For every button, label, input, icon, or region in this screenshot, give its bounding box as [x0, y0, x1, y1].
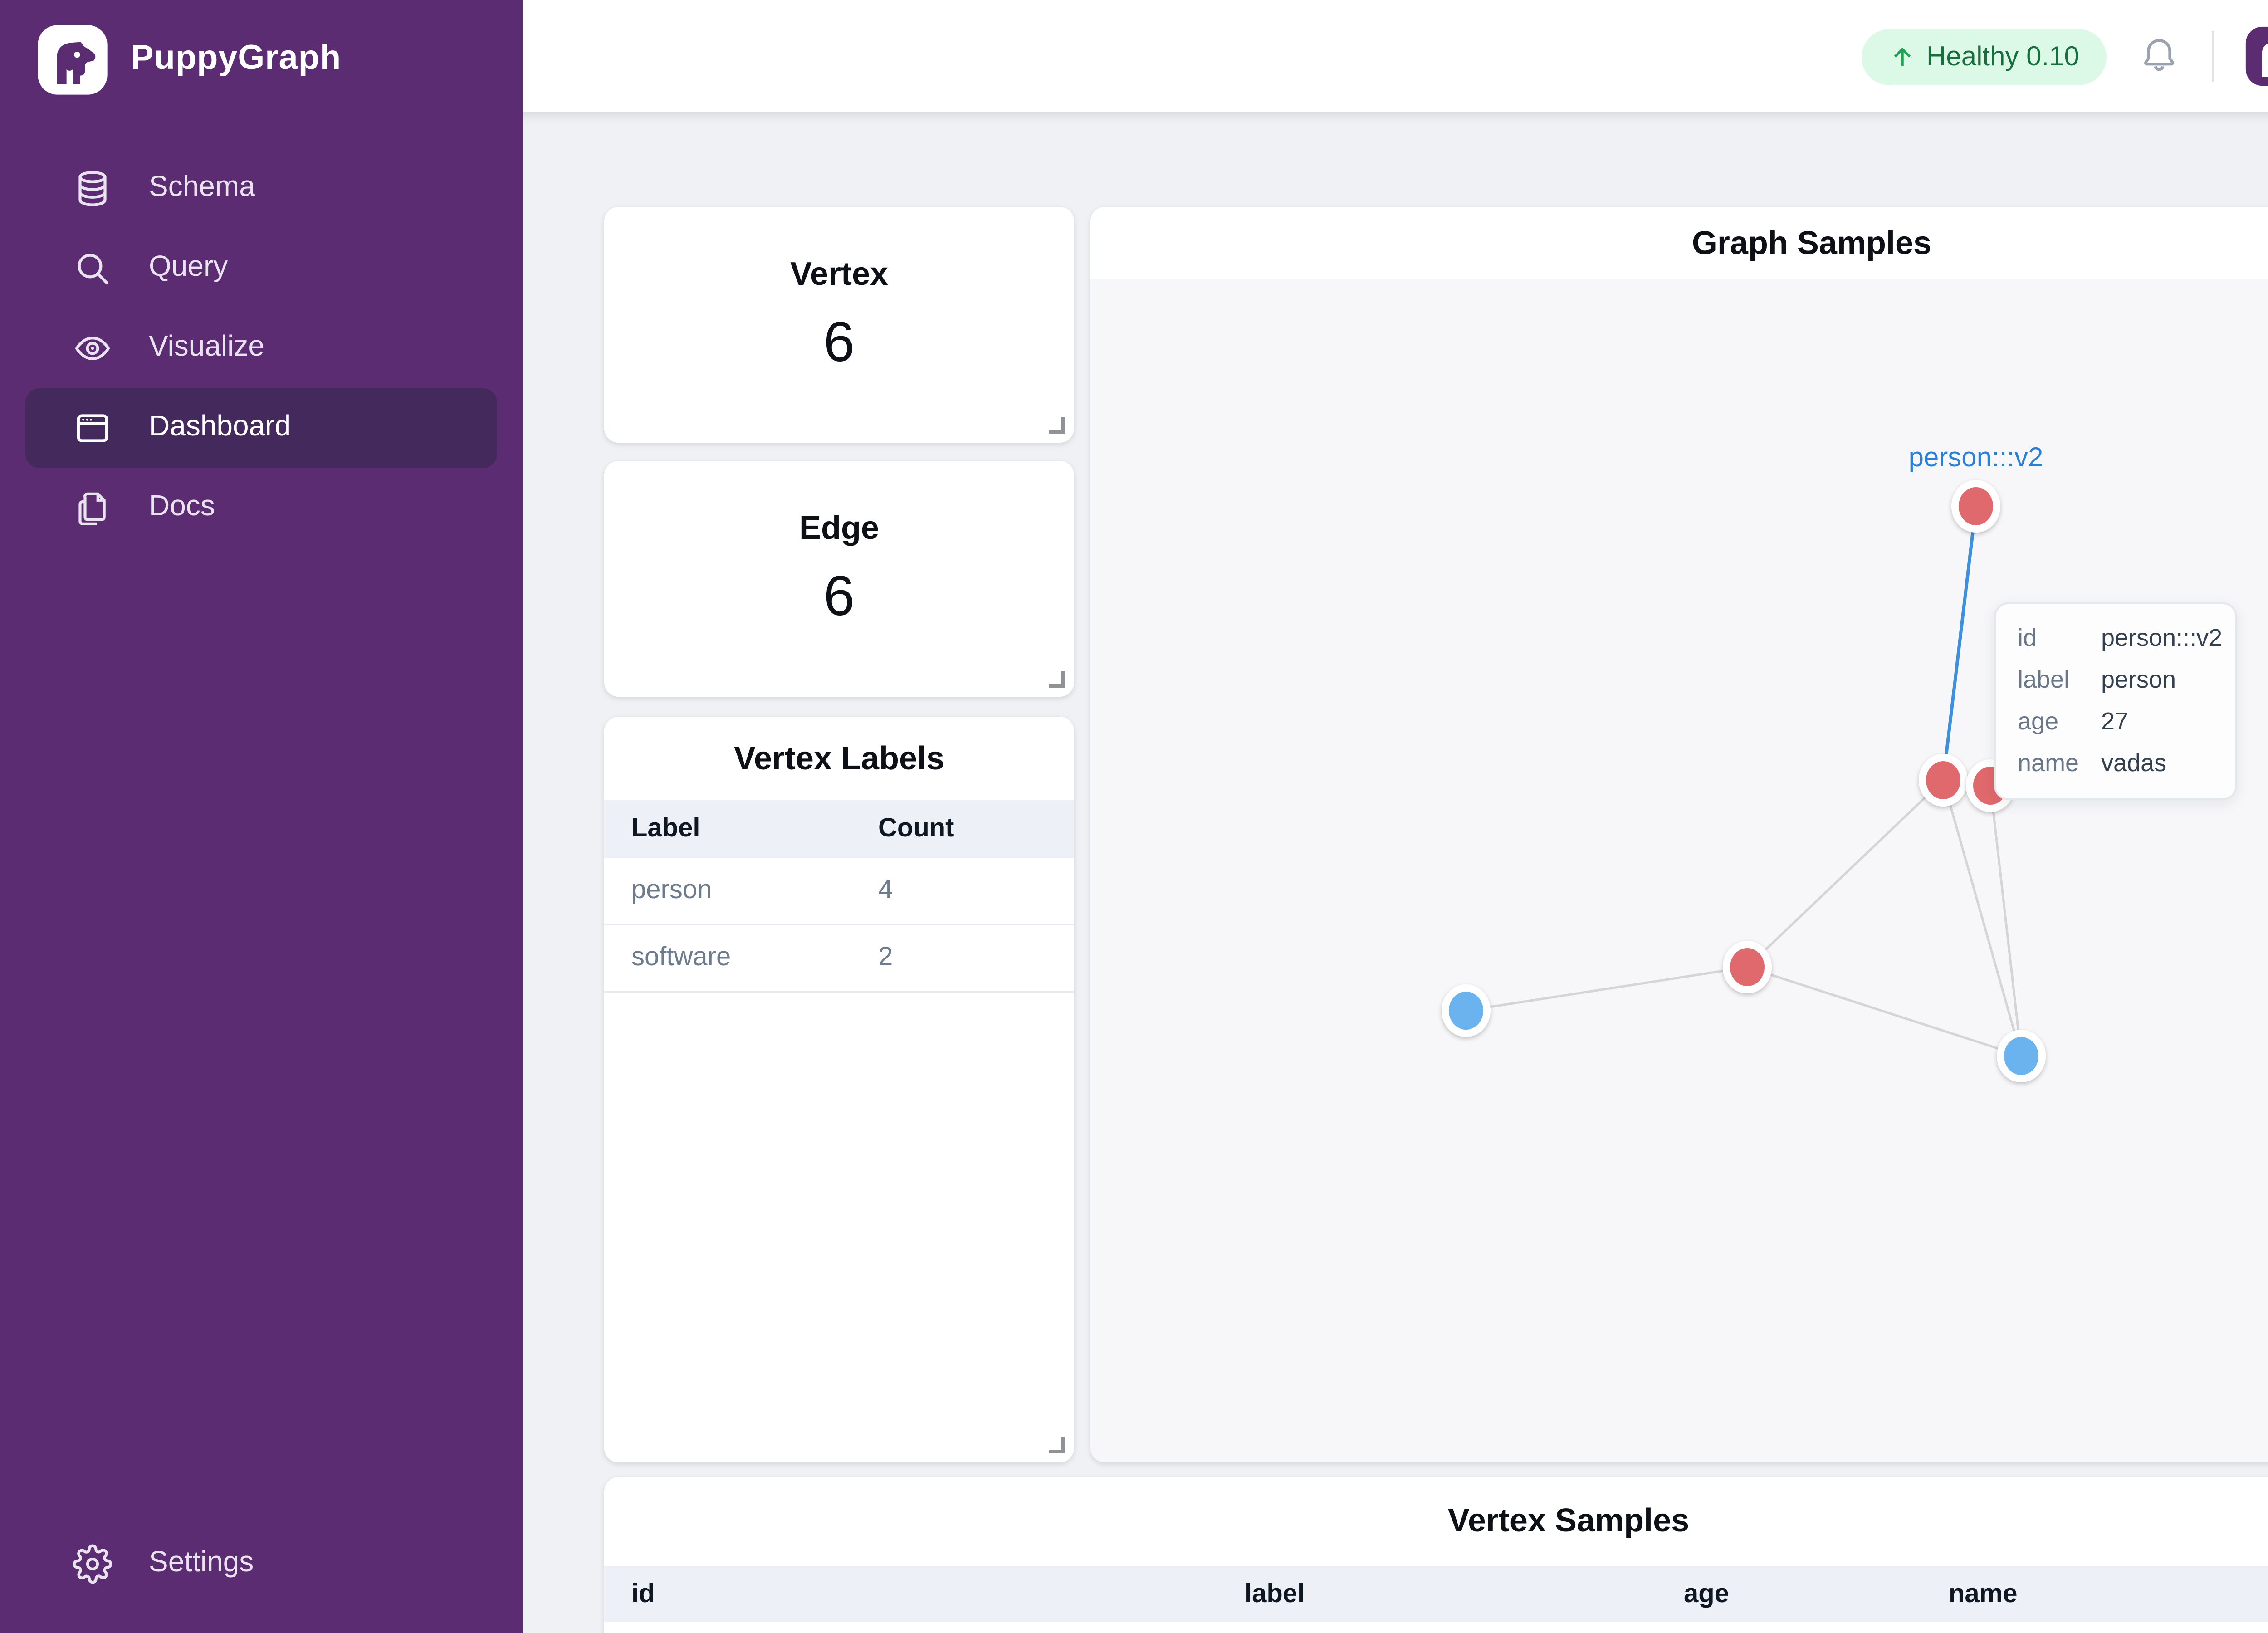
vertex-label-cell: software — [631, 944, 731, 973]
sidebar-item-query[interactable]: Query — [25, 229, 497, 308]
vertex-samples-panel: Vertex Samples id label age name lang — [604, 1477, 2268, 1633]
sidebar-item-label: Schema — [149, 172, 255, 203]
graph-edge — [1747, 966, 2022, 1057]
column-header-count: Count — [878, 815, 954, 844]
sidebar-item-label: Query — [149, 252, 228, 283]
account-logo-icon — [2245, 26, 2268, 86]
vertex-label-cell: person — [631, 876, 712, 905]
graph-edge — [1466, 966, 1748, 1012]
node-tooltip: id person:::v2 label person age 27 nam — [1994, 602, 2237, 800]
graph-samples-panel: Graph Samples person:::v2 id person: — [1090, 207, 2268, 1462]
panel-title: Vertex Samples — [1447, 1502, 1690, 1539]
sidebar-menu: Schema Query Visualize — [0, 149, 523, 548]
topbar-divider — [2211, 31, 2214, 82]
tooltip-row: id person:::v2 — [2018, 624, 2222, 653]
sidebar: PuppyGraph Schema Query — [0, 0, 523, 1633]
column-header-id: id — [631, 1579, 655, 1609]
main-area: Healthy 0.10 PuppyGraph — [523, 0, 2268, 1633]
account-menu[interactable]: PuppyGraph — [2244, 25, 2268, 87]
tooltip-key: name — [2018, 749, 2079, 777]
table-row[interactable]: person 4 — [604, 858, 1074, 925]
window-icon — [77, 414, 108, 442]
graph-canvas[interactable]: person:::v2 id person:::v2 label person … — [1090, 279, 2268, 1462]
column-header-age: age — [1684, 1579, 1729, 1609]
tooltip-key: age — [2018, 708, 2059, 735]
tooltip-value: vadas — [2101, 749, 2167, 777]
graph-edge — [1942, 780, 2023, 1056]
vertex-count-card: Vertex 6 — [604, 207, 1074, 443]
resize-handle-icon[interactable] — [1049, 1437, 1065, 1453]
graph-node-software[interactable] — [1997, 1030, 2046, 1082]
sidebar-item-label: Settings — [149, 1548, 254, 1579]
graph-node-person[interactable] — [1723, 941, 1772, 993]
graph-node-software[interactable] — [1442, 984, 1491, 1037]
resize-handle-icon[interactable] — [1049, 671, 1065, 688]
vertex-count-cell: 4 — [878, 876, 893, 905]
puppygraph-logo-icon — [38, 25, 108, 95]
sidebar-item-visualize[interactable]: Visualize — [25, 308, 497, 388]
graph-edge — [1989, 785, 2023, 1056]
tooltip-key: id — [2018, 624, 2037, 651]
tooltip-value: 27 — [2101, 708, 2129, 735]
vertex-samples-header-row: id label age name lang — [604, 1566, 2268, 1622]
brand-name: PuppyGraph — [131, 40, 342, 78]
sidebar-item-schema[interactable]: Schema — [25, 149, 497, 229]
graph-node-person[interactable] — [1919, 754, 1968, 807]
graph-node-label: person:::v2 — [1909, 442, 2043, 472]
graph-edge — [1746, 779, 1944, 968]
card-title: Vertex — [790, 256, 889, 292]
tooltip-row: age 27 — [2018, 708, 2214, 737]
dashboard-content: Vertex 6 Edge 6 Vertex Labels Label Coun… — [523, 112, 2268, 1633]
health-status-text: Healthy 0.10 — [1926, 41, 2079, 72]
sidebar-item-label: Docs — [149, 492, 215, 523]
graph-panel-header: Graph Samples — [1090, 207, 2268, 279]
health-status-badge: Healthy 0.10 — [1861, 28, 2107, 84]
bell-icon — [2144, 39, 2174, 71]
tooltip-key: label — [2018, 666, 2070, 693]
edge-count-card: Edge 6 — [604, 461, 1074, 697]
sidebar-settings: Settings — [0, 1524, 523, 1604]
sidebar-item-settings[interactable]: Settings — [25, 1524, 497, 1604]
gear-icon — [73, 1544, 112, 1584]
search-icon — [78, 254, 109, 285]
panel-title: Graph Samples — [1691, 224, 1932, 260]
sidebar-item-label: Dashboard — [149, 412, 291, 443]
table-row[interactable]: software 2 — [604, 925, 1074, 993]
column-header-label: Label — [631, 815, 700, 844]
graph-node-person[interactable] — [1951, 480, 2000, 533]
vertex-count-value: 6 — [823, 310, 855, 374]
vertex-labels-card: Vertex Labels Label Count person 4 softw… — [604, 717, 1074, 1462]
vertex-count-cell: 2 — [878, 944, 893, 973]
notifications-button[interactable] — [2137, 34, 2181, 78]
database-icon — [78, 171, 107, 206]
edge-count-value: 6 — [823, 564, 855, 628]
sidebar-item-label: Visualize — [149, 332, 264, 363]
tooltip-row: name vadas — [2018, 749, 2214, 778]
docs-icon — [78, 492, 106, 525]
sidebar-item-docs[interactable]: Docs — [25, 468, 497, 548]
graph-svg: person:::v2 — [1442, 438, 2047, 1082]
tooltip-value: person:::v2 — [2101, 624, 2223, 651]
sidebar-item-dashboard[interactable]: Dashboard — [25, 388, 497, 468]
eye-icon — [75, 337, 110, 360]
resize-handle-icon[interactable] — [1049, 417, 1065, 434]
topbar: Healthy 0.10 PuppyGraph — [523, 0, 2268, 112]
column-header-name: name — [1949, 1579, 2018, 1609]
graph-edge-highlighted — [1941, 506, 1978, 781]
vertex-labels-header-row: Label Count — [604, 800, 1074, 858]
column-header-label: label — [1245, 1579, 1305, 1609]
sidebar-brand: PuppyGraph — [0, 0, 523, 96]
panel-title: Vertex Labels — [733, 740, 945, 777]
card-title: Edge — [799, 510, 879, 546]
tooltip-value: person — [2101, 666, 2176, 693]
tooltip-row: label person — [2018, 666, 2214, 695]
arrow-up-icon — [1893, 46, 1911, 65]
